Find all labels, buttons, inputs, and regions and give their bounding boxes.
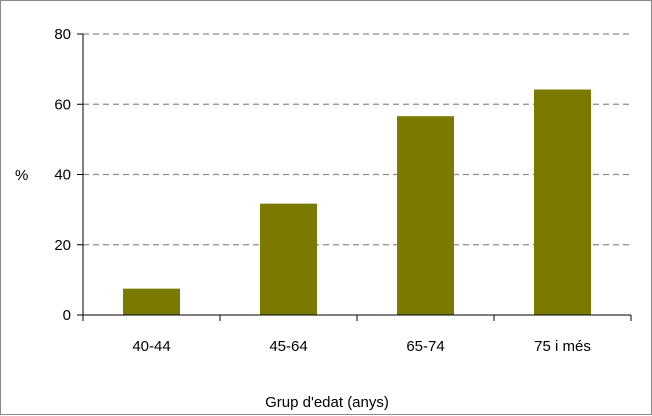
y-tick-label: 20 xyxy=(54,237,71,254)
bars xyxy=(123,89,591,315)
y-tick-label: 0 xyxy=(63,307,71,324)
axes xyxy=(77,33,632,321)
bar xyxy=(123,288,180,315)
gridlines xyxy=(83,33,631,246)
bar xyxy=(260,203,317,315)
y-axis-title: % xyxy=(15,167,28,184)
x-axis-title: Grup d'edat (anys) xyxy=(265,394,389,411)
y-tick-label: 80 xyxy=(54,26,71,43)
y-tick-label: 40 xyxy=(54,167,71,184)
bar xyxy=(397,116,454,315)
bar xyxy=(534,89,591,315)
x-tick-label: 40-44 xyxy=(132,338,170,355)
x-tick-label: 45-64 xyxy=(269,338,307,355)
tick-labels: 0 20 40 60 80 40-44 45-64 65-74 75 i més xyxy=(54,26,591,355)
x-tick-label: 65-74 xyxy=(406,338,444,355)
y-tick-label: 60 xyxy=(54,96,71,113)
x-tick-label: 75 i més xyxy=(534,338,591,355)
